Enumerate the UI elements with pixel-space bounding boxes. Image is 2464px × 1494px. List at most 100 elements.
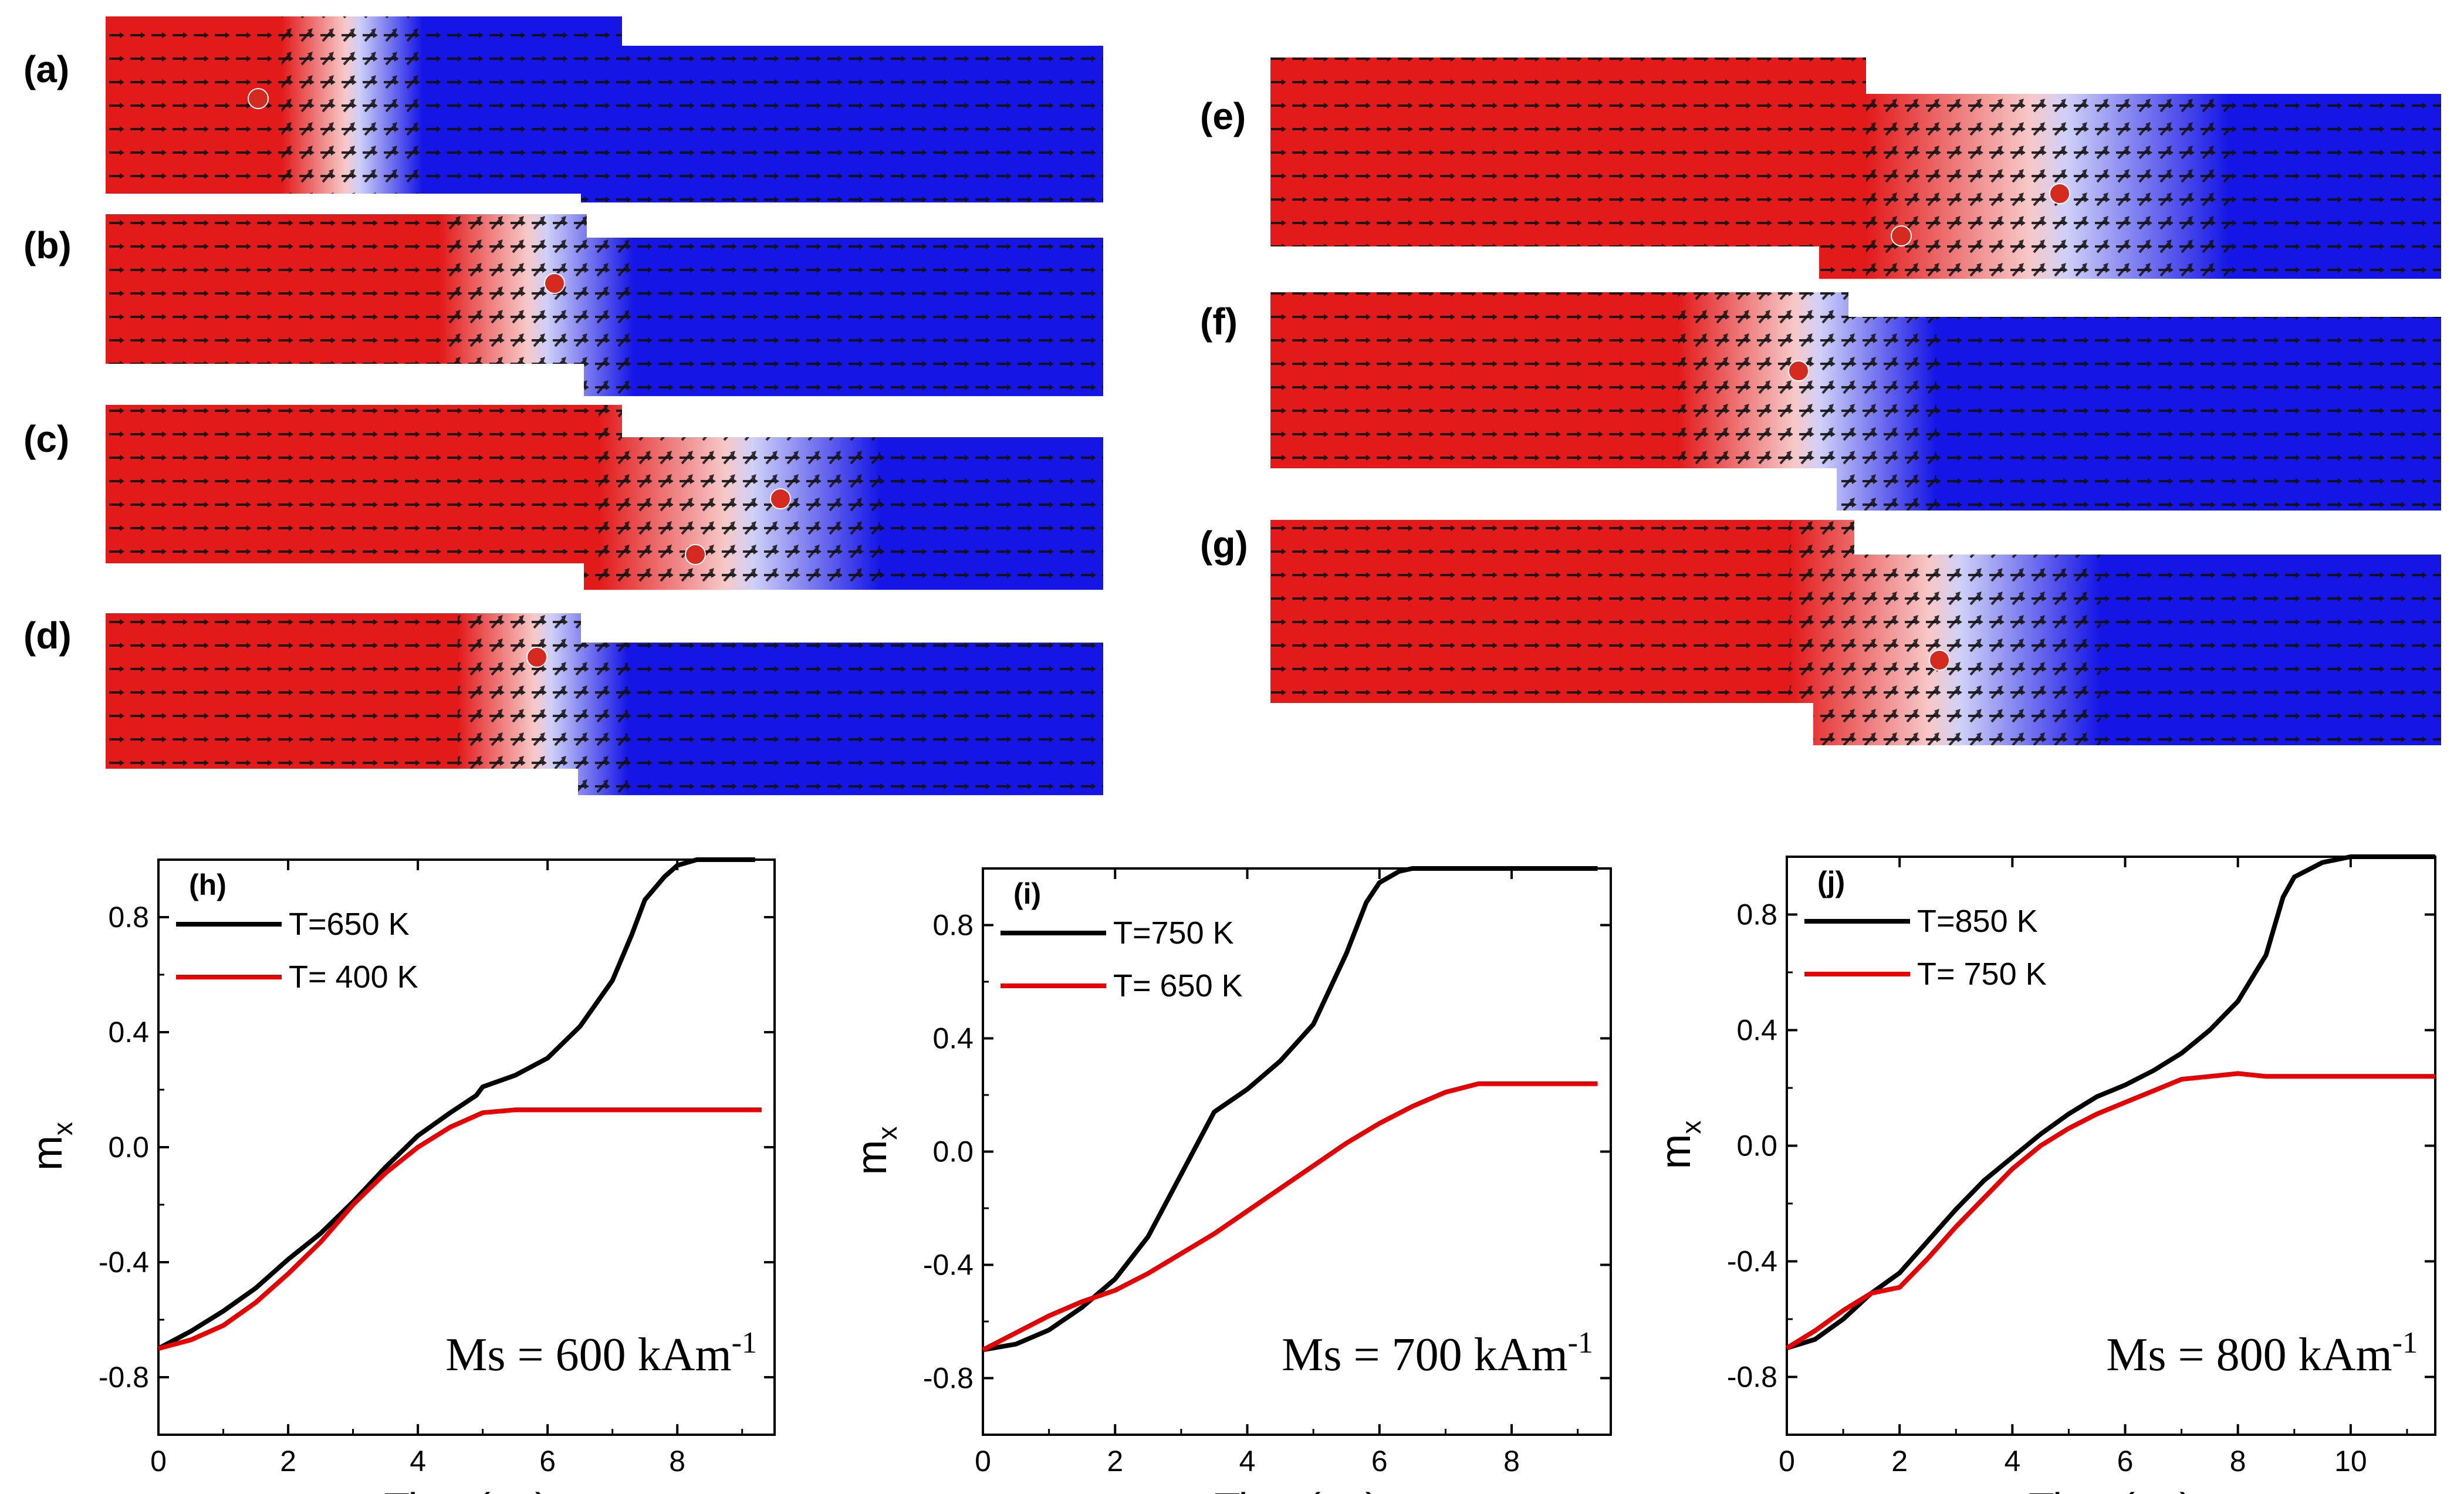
legend-label: T= 400 K [289, 959, 418, 995]
charts-group: 02468-0.8-0.40.00.40.8Time(ns)mx(h)T=650… [24, 854, 2436, 1494]
y-tick-label: 0.4 [932, 1022, 974, 1055]
series-line-low-temp [982, 1081, 1598, 1352]
y-axis-label: mx [24, 1122, 78, 1171]
x-tick-label: 2 [1107, 1445, 1123, 1478]
series-line-low-temp [1785, 1071, 2435, 1350]
wall-spin-arrows [458, 613, 628, 795]
legend-label: T=650 K [289, 907, 410, 942]
legend-label: T=750 K [1113, 915, 1234, 951]
y-tick-label: -0.8 [923, 1362, 974, 1395]
legend-label: T= 650 K [1113, 968, 1243, 1003]
series-line-high-temp [1786, 854, 2435, 1351]
magnet-strip [106, 405, 1103, 590]
panel-label: (c) [23, 418, 69, 460]
ms-annotation-main: Ms = 700 kAm [1282, 1329, 1567, 1381]
x-axis-label: Time(ns) [1214, 1485, 1379, 1494]
y-tick-label: 0.8 [108, 901, 149, 934]
x-tick-label: 2 [280, 1445, 296, 1478]
chart-panel-label: (h) [189, 868, 227, 901]
y-tick-label: 0.0 [108, 1131, 149, 1164]
panel-e: (e) [1200, 58, 2441, 279]
chart-i: 0 2 4 6 8 -0.8 -0.4 0.0 0.4 0.8 Time(ns) mx (i) T=750… [849, 866, 1612, 1494]
ms-annotation-main: Ms = 800 kAm [2106, 1329, 2392, 1381]
y-tick-label: -0.4 [1727, 1245, 1777, 1278]
wall-spin-arrows [440, 214, 634, 396]
y-axis-label-sub: x [48, 1122, 78, 1135]
vortex-core-marker [248, 88, 269, 109]
spin-arrows [106, 16, 1103, 202]
x-tick-label: 8 [669, 1445, 685, 1478]
y-tick-label: 0.8 [1736, 898, 1777, 931]
y-axis-label-sub: x [1676, 1121, 1706, 1134]
legend-label: T=850 K [1917, 904, 2038, 939]
y-tick-label: -0.8 [1727, 1361, 1777, 1394]
magnet-strip [106, 16, 1103, 202]
chart-h: 0 2 4 6 8 -0.8 -0.4 0.0 0.4 0.8 Time(ns) mx (h) T=650… [24, 857, 776, 1494]
y-axis-label-main: m [849, 1140, 895, 1175]
y-axis-label-main: m [24, 1135, 71, 1171]
panel-g: (g) [1200, 520, 2441, 745]
x-axis-label: Time(ns) [2029, 1485, 2193, 1494]
vortex-core-marker [685, 544, 706, 565]
wall-spin-arrows [599, 405, 880, 590]
magnet-strip [1270, 520, 2441, 745]
magnet-strip [1270, 292, 2441, 511]
series-line-high-temp [982, 866, 1598, 1353]
panel-f: (f) [1200, 292, 2441, 511]
x-tick-label: 8 [1503, 1445, 1520, 1478]
y-axis-label-sub: x [872, 1127, 903, 1140]
ms-annotation: Ms = 800 kAm-1 [2106, 1326, 2418, 1381]
x-tick-label: 8 [2230, 1445, 2246, 1478]
magnet-strip [106, 214, 1103, 396]
panel-b: (b) [23, 214, 1103, 396]
panel-a: (a) [23, 16, 1103, 202]
chart-panel-label: (j) [1817, 866, 1845, 898]
micromagnetic-panels: (a) (b) (c) (d) (e) (f) (g) [23, 16, 2441, 795]
y-tick-label: 0.0 [932, 1135, 974, 1168]
x-tick-label: 6 [539, 1445, 556, 1478]
wall-spin-arrows [282, 16, 423, 202]
vortex-core-marker [1891, 225, 1912, 246]
y-tick-label: -0.8 [99, 1361, 149, 1394]
y-tick-label: 0.4 [1736, 1014, 1777, 1047]
vortex-core-marker [1788, 360, 1809, 381]
y-tick-label: 0.8 [932, 909, 974, 942]
y-tick-label: 0.0 [1736, 1130, 1777, 1162]
panel-label: (a) [23, 48, 69, 90]
x-tick-label: 4 [410, 1445, 426, 1478]
x-axis-label: Time(ns) [384, 1485, 549, 1494]
vortex-core-marker [1929, 650, 1950, 671]
ms-annotation-main: Ms = 600 kAm [445, 1329, 731, 1381]
chart-panel-label: (i) [1013, 877, 1041, 910]
panel-label: (b) [23, 224, 72, 266]
ms-annotation: Ms = 700 kAm-1 [1282, 1326, 1593, 1381]
ms-annotation-sup: -1 [2392, 1326, 2418, 1360]
wall-spin-arrows [1790, 520, 2101, 745]
spin-arrows [1270, 58, 2441, 279]
x-tick-label: 0 [975, 1445, 991, 1478]
vortex-core-marker [770, 488, 791, 509]
x-tick-label: 0 [150, 1445, 167, 1478]
chart-j: 0 2 4 6 8 10 -0.8 -0.4 0.0 0.4 0.8 Time(ns) mx (j) T=8… [1652, 854, 2436, 1494]
series-line-high-temp [157, 857, 755, 1351]
y-axis-label: mx [849, 1127, 903, 1175]
series-line-low-temp [157, 1107, 762, 1351]
vortex-core-marker [526, 647, 547, 668]
panel-c: (c) [23, 405, 1103, 590]
x-tick-label: 4 [1239, 1445, 1256, 1478]
ms-annotation: Ms = 600 kAm-1 [445, 1326, 757, 1381]
magnet-strip [1270, 58, 2441, 279]
panel-label: (f) [1200, 300, 1238, 343]
y-axis-label: mx [1652, 1121, 1706, 1169]
vortex-core-marker [544, 273, 565, 294]
ms-annotation-sup: -1 [1568, 1326, 1593, 1360]
y-tick-label: -0.4 [99, 1246, 149, 1279]
panel-label: (d) [23, 614, 72, 657]
wall-spin-arrows [1866, 58, 2230, 279]
y-axis-label-main: m [1652, 1134, 1699, 1169]
panel-label: (e) [1200, 95, 1246, 137]
panel-label: (g) [1200, 523, 1248, 566]
panel-d: (d) [23, 613, 1103, 795]
